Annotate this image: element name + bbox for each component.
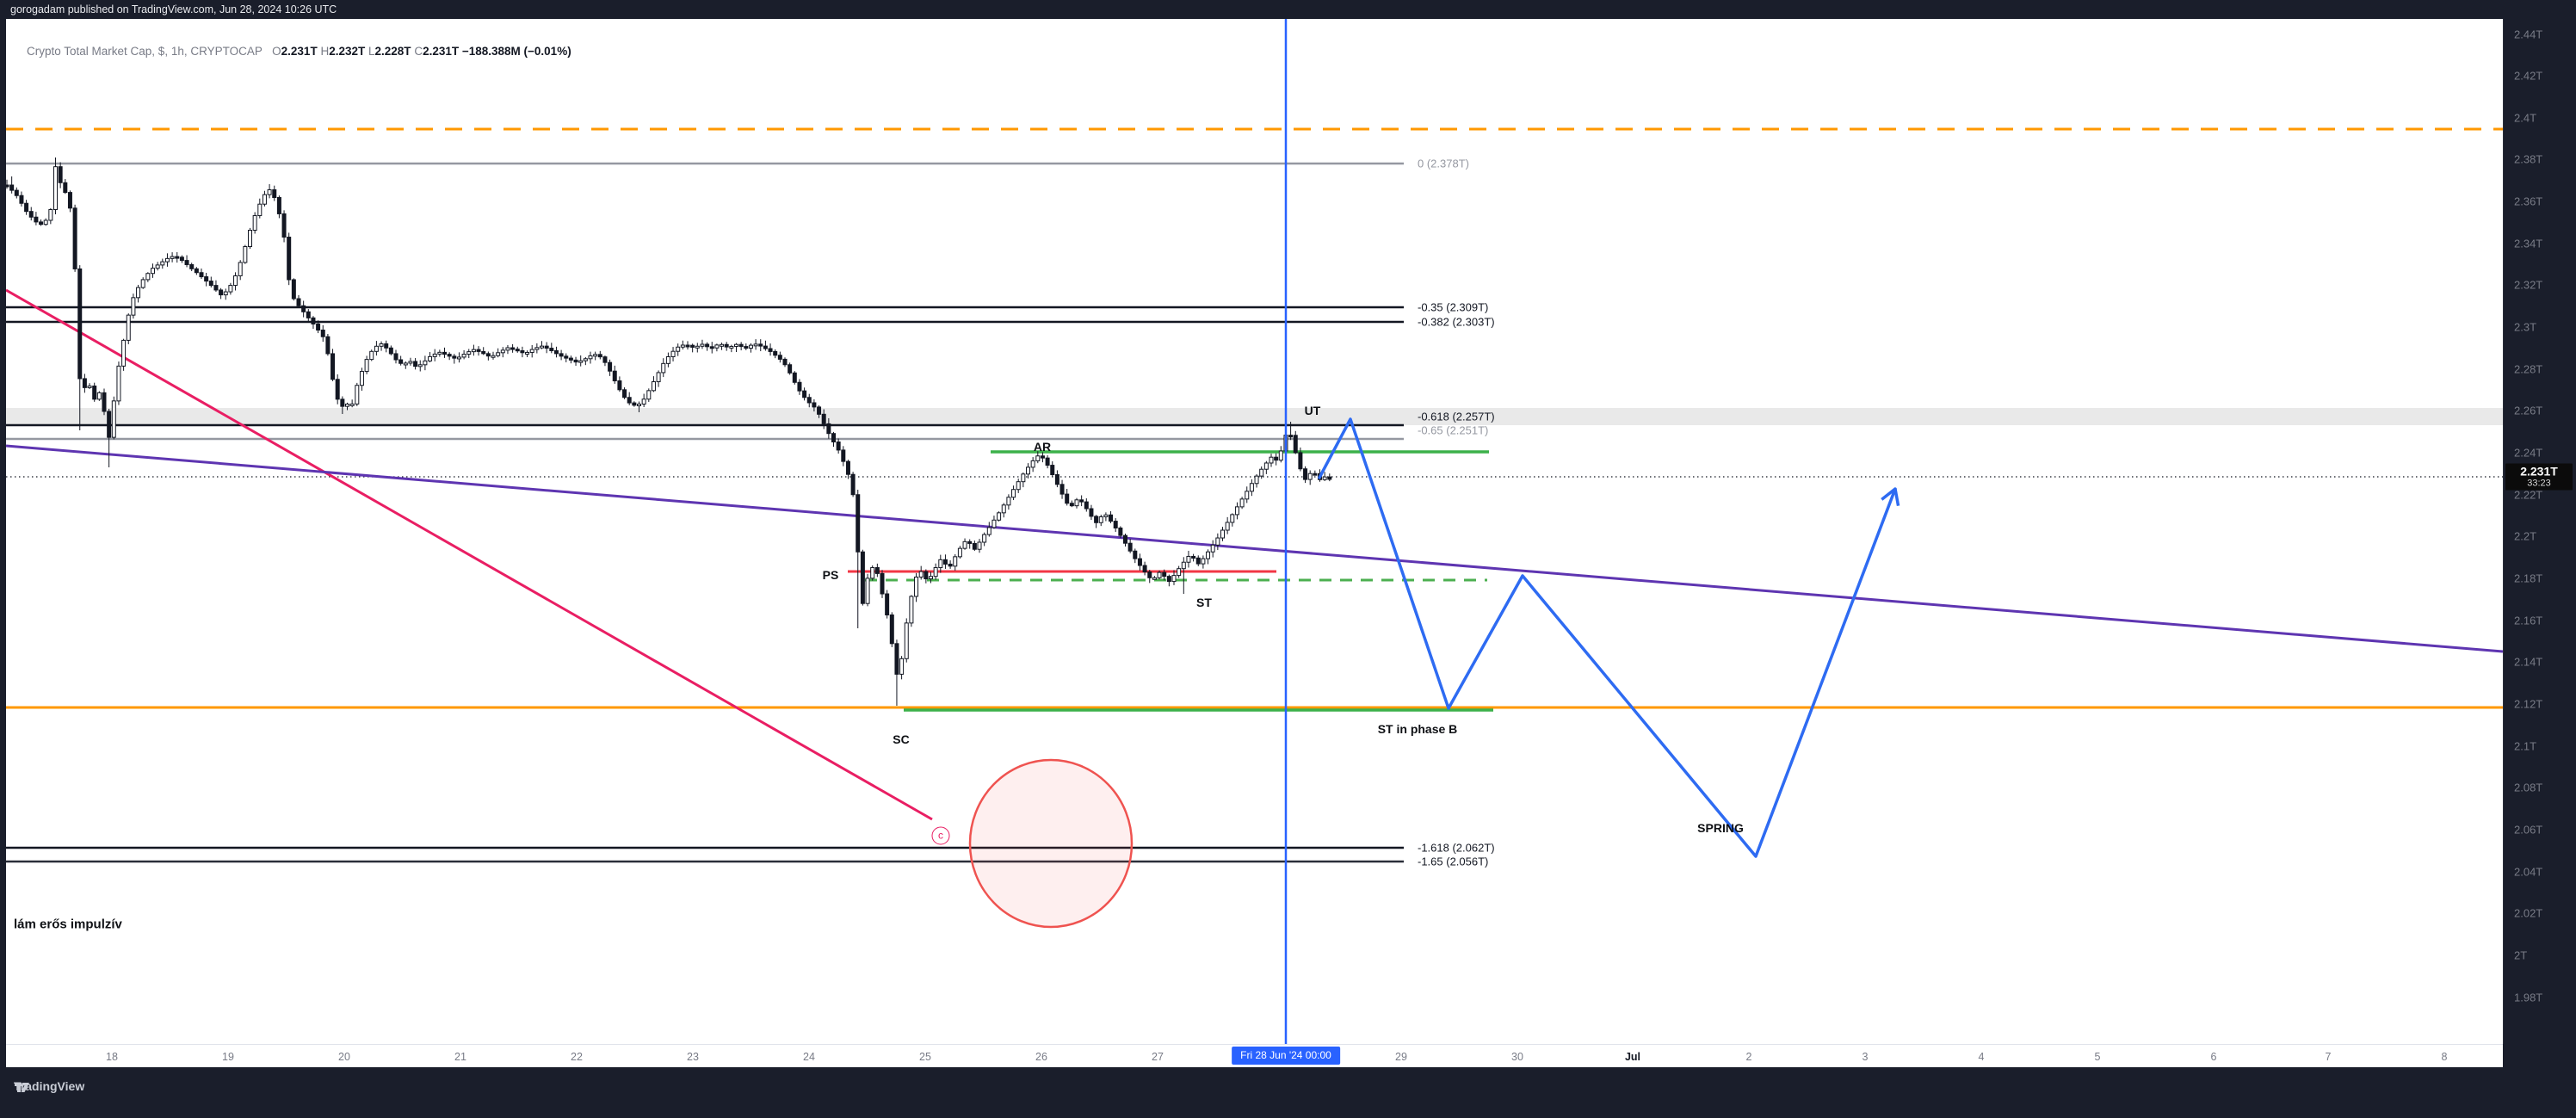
wyckoff-label-ut: UT <box>1304 404 1321 417</box>
price-tick: 2.44T <box>2514 28 2543 41</box>
price-tick: 2.32T <box>2514 278 2543 292</box>
forecast-arrowhead <box>1881 487 1897 501</box>
forecast-zigzag <box>1318 417 1897 858</box>
price-tick: 2.36T <box>2514 195 2543 208</box>
price-tick: 2.1T <box>2514 739 2537 753</box>
price-tick: 2.08T <box>2514 781 2543 794</box>
current-price-badge: 2.231T 33:23 <box>2505 463 2573 491</box>
price-tick: 2.16T <box>2514 614 2543 627</box>
fib-label: -0.382 (2.303T) <box>1418 315 1495 329</box>
price-tick: 2.04T <box>2514 865 2543 879</box>
fib-label: -0.618 (2.257T) <box>1418 410 1495 423</box>
wyckoff-label-spring: SPRING <box>1697 821 1744 835</box>
time-tick: 30 <box>1511 1050 1523 1063</box>
ohlc-close-value: 2.231T <box>423 45 460 58</box>
time-tick: Jul <box>1624 1050 1641 1063</box>
price-tick: 2.24T <box>2514 446 2543 460</box>
price-tick: 2.02T <box>2514 906 2543 920</box>
fib-label: -0.35 (2.309T) <box>1418 300 1489 314</box>
time-tick: 22 <box>571 1050 583 1063</box>
price-tick: 2T <box>2514 948 2528 962</box>
crosshair-date-badge: Fri 28 Jun '24 00:00 <box>1232 1047 1340 1065</box>
copyright-icon: c <box>931 826 950 845</box>
ohlc-open-label: O <box>272 45 281 58</box>
fib-label: -1.618 (2.062T) <box>1418 841 1495 855</box>
symbol-title: Crypto Total Market Cap, $, 1h, CRYPTOCA… <box>27 45 263 58</box>
analysis-note: lám erős impulzív <box>14 917 122 932</box>
price-tick: 2.26T <box>2514 404 2543 417</box>
time-tick: 7 <box>2325 1050 2332 1063</box>
candles <box>6 158 1332 706</box>
time-tick: 8 <box>2441 1050 2448 1063</box>
price-axis[interactable]: 2.44T 2.42T 2.4T 2.38T 2.36T 2.34T 2.32T 2.3T 2.… <box>2503 19 2576 1044</box>
price-tick: 2.3T <box>2514 320 2537 334</box>
time-tick: 20 <box>338 1050 350 1063</box>
current-price-value: 2.231T <box>2520 464 2558 479</box>
time-tick: 4 <box>1978 1050 1985 1063</box>
ohlc-close-label: C <box>414 45 423 58</box>
time-axis[interactable]: 18 19 20 21 22 23 24 25 26 27 29 30 Jul 2 3 4 5 6 7 8 Fri 2… <box>6 1044 2503 1068</box>
price-tick: 2.22T <box>2514 488 2543 502</box>
pink-downtrend <box>6 288 933 821</box>
time-tick: 23 <box>687 1050 699 1063</box>
ohlc-change-value: −188.388M (−0.01%) <box>461 45 571 58</box>
ohlc-low-value: 2.228T <box>374 45 411 58</box>
ohlc-high-value: 2.232T <box>329 45 366 58</box>
fib-label: 0 (2.378T) <box>1418 157 1469 170</box>
time-tick: 3 <box>1862 1050 1869 1063</box>
axis-corner <box>2503 1044 2576 1067</box>
wyckoff-label-ps: PS <box>822 568 839 582</box>
ohlc-low-label: L <box>368 45 375 58</box>
fib-label: -1.65 (2.056T) <box>1418 855 1489 868</box>
fib-label: -0.65 (2.251T) <box>1418 423 1489 437</box>
price-tick: 2.2T <box>2514 529 2537 543</box>
fib-highlight-band <box>6 408 2503 425</box>
footer-bar: TradingView <box>0 1067 2576 1118</box>
forecast-arrowhead <box>1893 488 1900 506</box>
time-tick: 29 <box>1395 1050 1407 1063</box>
wyckoff-label-st-in-phase-b: ST in phase B <box>1377 722 1458 736</box>
price-tick: 2.28T <box>2514 362 2543 376</box>
price-tick: 2.12T <box>2514 697 2543 711</box>
footer-brand-text: TradingView <box>14 1079 85 1093</box>
time-tick: 6 <box>2210 1050 2217 1063</box>
price-tick: 2.14T <box>2514 655 2543 669</box>
time-tick: 26 <box>1035 1050 1047 1063</box>
time-tick: 2 <box>1745 1050 1752 1063</box>
time-tick: 25 <box>919 1050 931 1063</box>
price-tick: 2.4T <box>2514 111 2537 125</box>
time-tick: 18 <box>106 1050 118 1063</box>
time-tick: 21 <box>454 1050 466 1063</box>
highlight-ellipse <box>968 758 1134 929</box>
tradingview-logo-icon <box>15 1083 29 1092</box>
ohlc-open-value: 2.231T <box>281 45 318 58</box>
time-tick: 27 <box>1152 1050 1164 1063</box>
symbol-header: Crypto Total Market Cap, $, 1h, CRYPTOCA… <box>27 45 571 58</box>
wyckoff-label-sc: SC <box>893 732 910 746</box>
purple-downtrend <box>6 444 2503 653</box>
candlestick-plot <box>6 19 2503 1044</box>
time-tick: 24 <box>803 1050 815 1063</box>
time-tick: 19 <box>222 1050 234 1063</box>
bar-countdown: 33:23 <box>2527 478 2551 489</box>
price-tick: 2.34T <box>2514 237 2543 250</box>
attribution-text: gorogadam published on TradingView.com, … <box>10 3 337 15</box>
price-tick: 2.06T <box>2514 823 2543 837</box>
price-tick: 2.42T <box>2514 69 2543 83</box>
price-tick: 2.18T <box>2514 571 2543 585</box>
price-tick: 1.98T <box>2514 991 2543 1004</box>
wyckoff-label-st: ST <box>1196 596 1212 609</box>
price-tick: 2.38T <box>2514 152 2543 166</box>
time-tick: 5 <box>2094 1050 2101 1063</box>
attribution-bar: gorogadam published on TradingView.com, … <box>0 0 2576 19</box>
chart-canvas[interactable]: Crypto Total Market Cap, $, 1h, CRYPTOCA… <box>6 19 2503 1044</box>
wyckoff-label-ar: AR <box>1033 440 1052 454</box>
ohlc-high-label: H <box>320 45 330 58</box>
